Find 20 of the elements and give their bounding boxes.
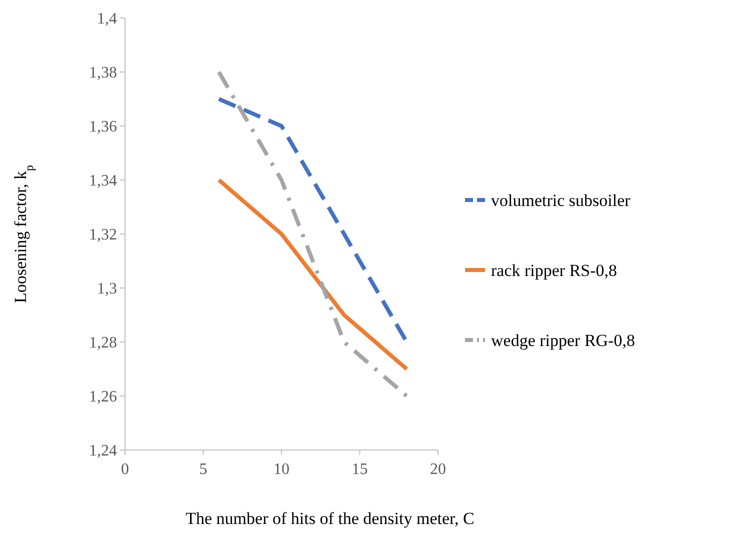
line-series (216, 70, 409, 398)
y-tick-label: 1,26 (89, 388, 117, 406)
legend-label: wedge ripper RG-0,8 (491, 330, 635, 350)
x-tick-label: 5 (199, 461, 208, 478)
y-tick-label: 1,38 (89, 64, 117, 82)
legend-label: rack ripper RS-0,8 (491, 260, 618, 280)
y-tick-label: 1,34 (89, 172, 117, 190)
line-series (216, 178, 409, 371)
y-tick-label: 1,32 (89, 226, 117, 244)
x-tick-label: 0 (121, 461, 129, 478)
x-tick-label: 10 (274, 461, 290, 478)
x-tick-label: 20 (430, 461, 446, 478)
y-tick-label: 1,3 (97, 280, 117, 298)
x-axis-title: The number of hits of the density meter, C (186, 509, 474, 528)
y-tick-label: 1,4 (97, 10, 117, 28)
y-tick-label: 1,28 (89, 334, 117, 352)
x-tick-label: 15 (352, 461, 368, 478)
y-tick-label: 1,36 (89, 118, 117, 136)
legend-label: volumetric subsoiler (491, 190, 631, 210)
y-tick-label: 1,24 (89, 442, 117, 460)
